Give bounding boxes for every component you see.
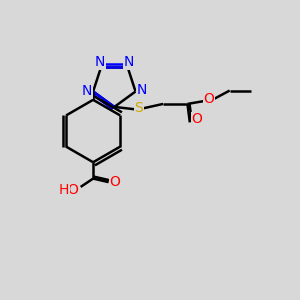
Text: H: H — [59, 184, 69, 197]
Text: O: O — [67, 183, 78, 197]
Text: O: O — [191, 112, 203, 126]
Text: O: O — [110, 175, 121, 189]
Text: N: N — [124, 55, 134, 69]
Text: S: S — [134, 101, 143, 116]
Text: N: N — [94, 55, 105, 69]
Text: N: N — [82, 85, 92, 98]
Text: N: N — [136, 83, 147, 97]
Text: O: O — [203, 92, 214, 106]
